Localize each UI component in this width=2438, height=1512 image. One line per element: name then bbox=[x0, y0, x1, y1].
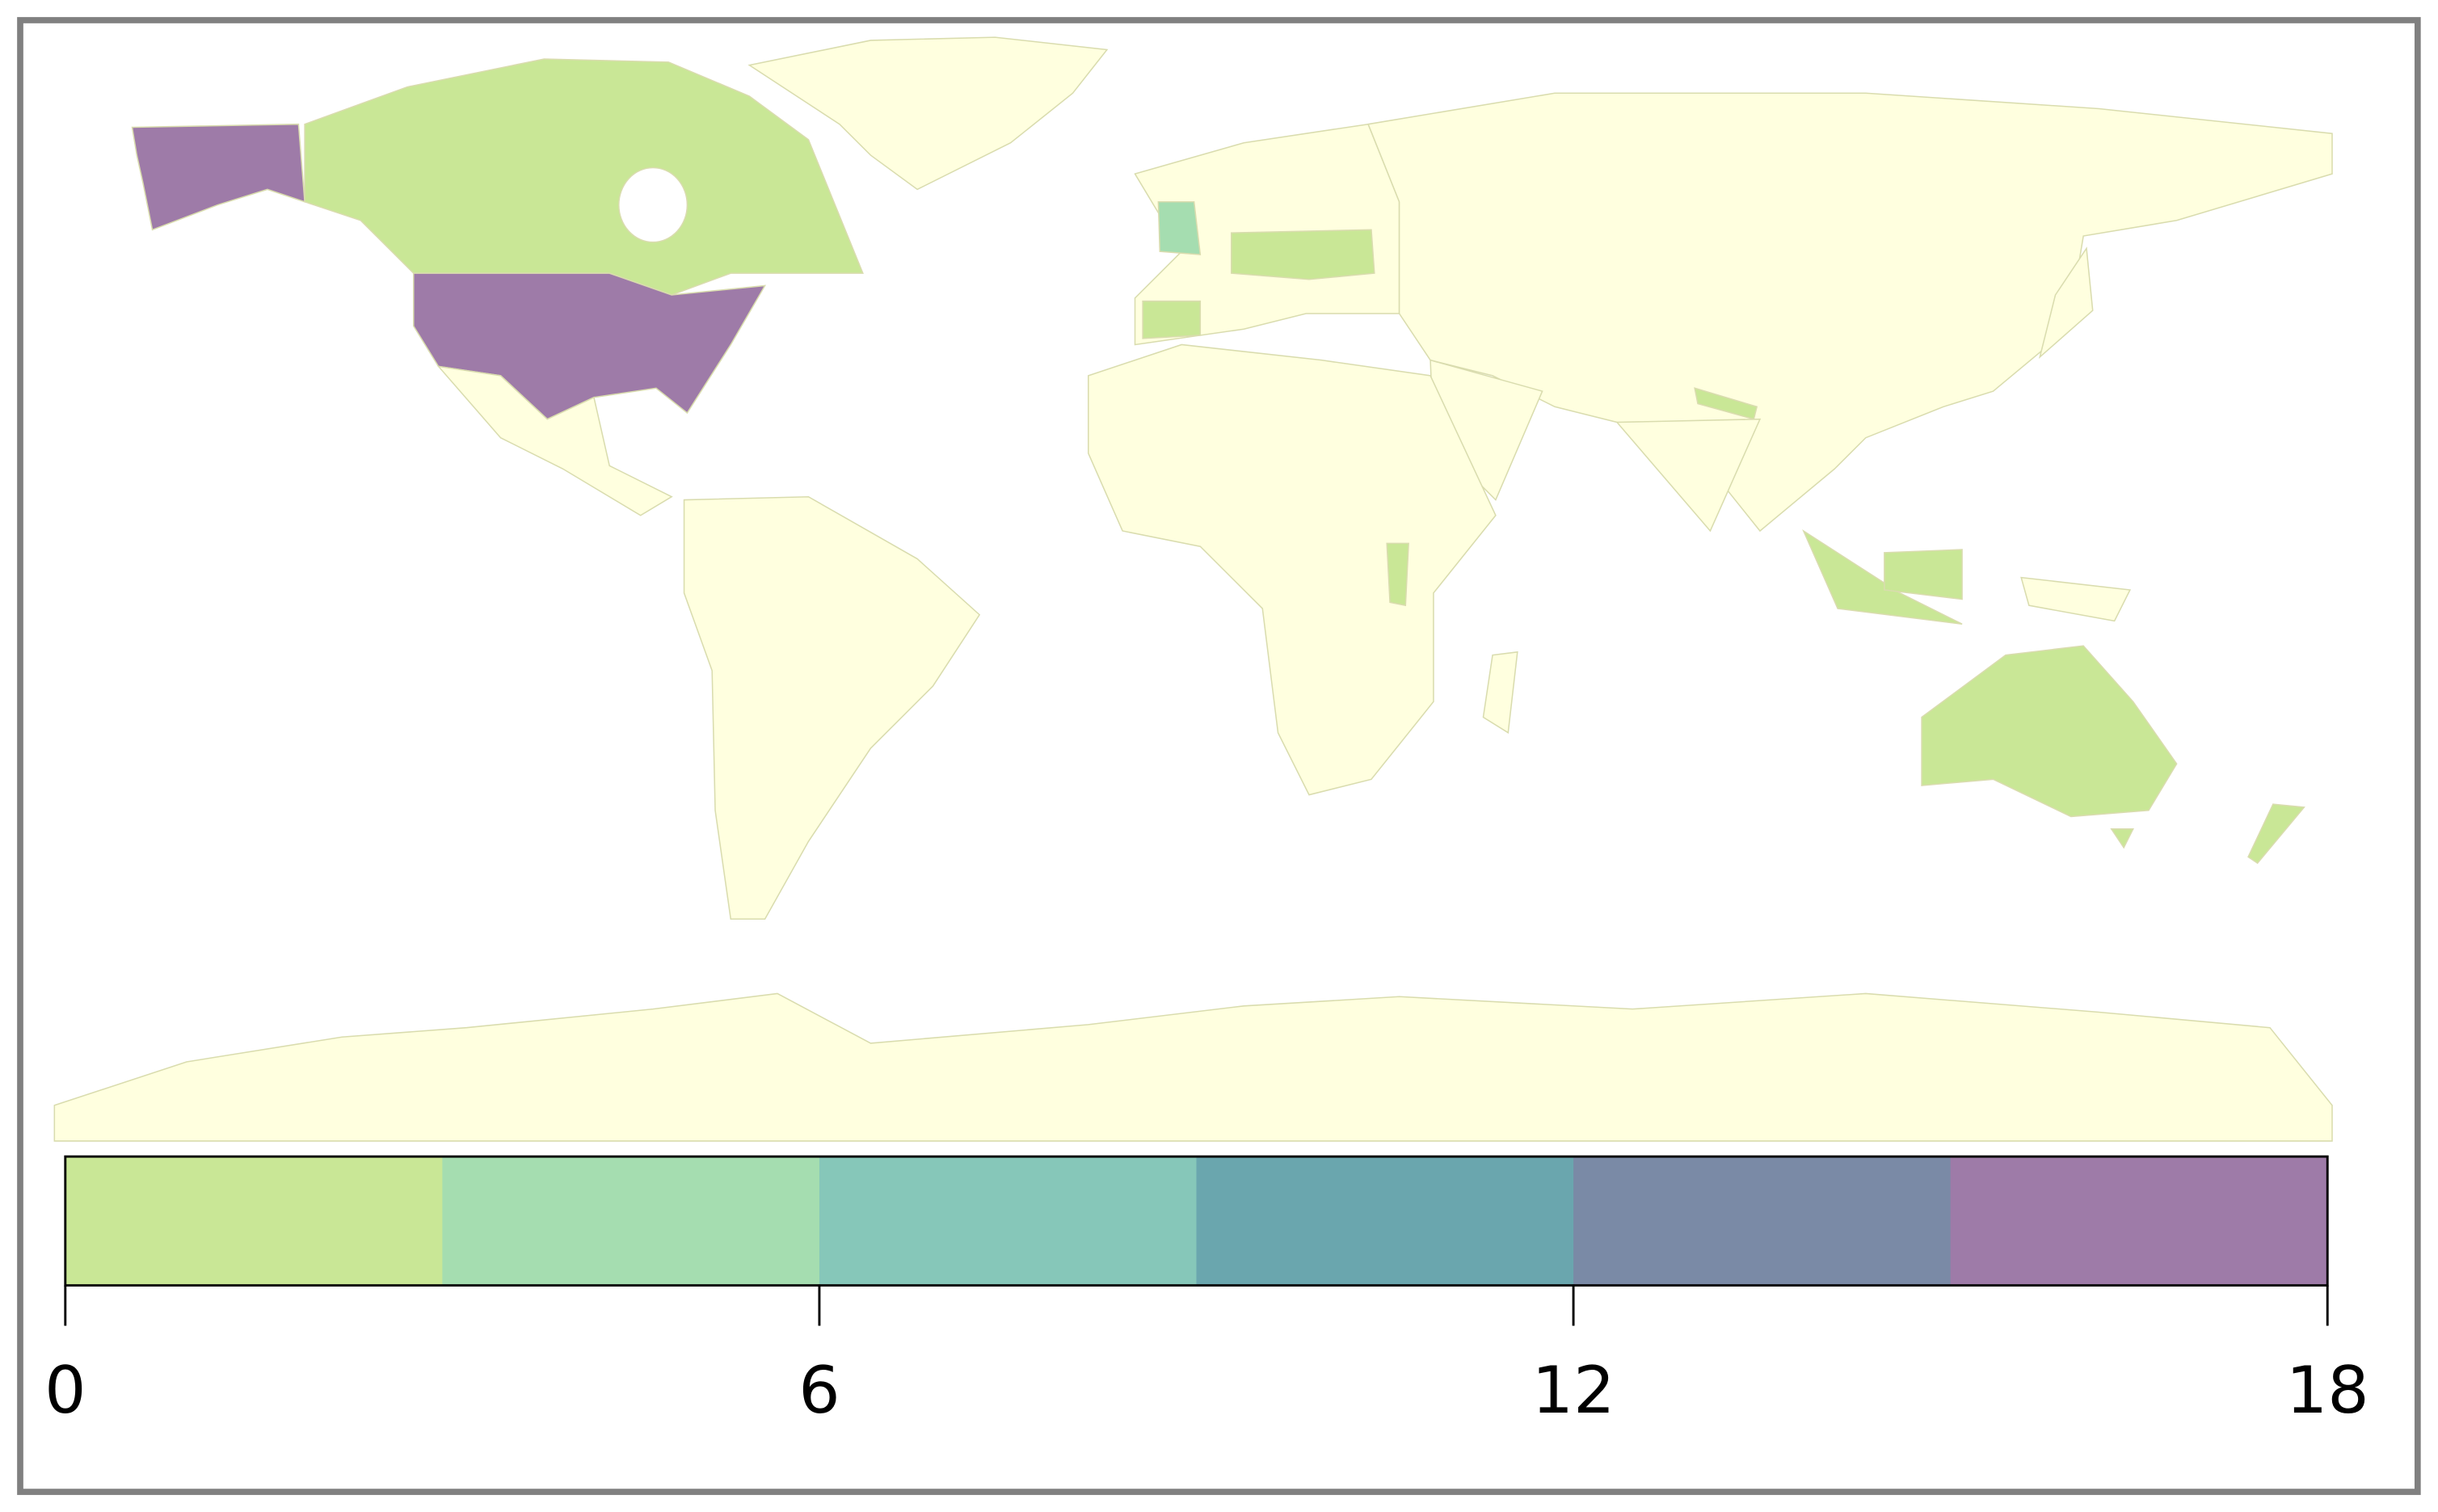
legend-swatch bbox=[442, 1156, 820, 1286]
central-america bbox=[436, 365, 673, 516]
uk bbox=[1157, 200, 1202, 255]
uganda bbox=[1386, 542, 1409, 607]
africa bbox=[1088, 343, 1497, 796]
sumatra bbox=[1802, 529, 1963, 625]
hudson-bay bbox=[617, 166, 688, 243]
legend-swatch bbox=[1196, 1156, 1575, 1286]
legend-tick-label: 12 bbox=[1532, 1353, 1615, 1429]
new-guinea bbox=[2020, 576, 2132, 622]
japan bbox=[2038, 246, 2094, 360]
legend-tick-label: 18 bbox=[2286, 1353, 2369, 1429]
legend: 0 6 12 18 bbox=[44, 1155, 2369, 1429]
south-america bbox=[683, 495, 981, 920]
new-zealand bbox=[2247, 803, 2305, 865]
legend-tick-label: 0 bbox=[44, 1353, 86, 1429]
greenland bbox=[747, 36, 1109, 191]
legend-tick-label: 6 bbox=[798, 1353, 840, 1429]
canada bbox=[304, 58, 864, 296]
australia bbox=[1921, 645, 2178, 818]
legend-border bbox=[64, 1155, 2329, 1287]
spain bbox=[1142, 300, 1202, 339]
tasmania bbox=[2110, 828, 2134, 849]
legend-swatch bbox=[1950, 1156, 2329, 1286]
legend-swatch bbox=[1573, 1156, 1952, 1286]
madagascar bbox=[1482, 651, 1518, 735]
legend-swatch bbox=[819, 1156, 1198, 1286]
india bbox=[1615, 418, 1762, 533]
legend-swatch bbox=[65, 1156, 444, 1286]
nepal bbox=[1694, 387, 1758, 420]
eastern-europe bbox=[1231, 229, 1375, 280]
indonesia bbox=[1884, 549, 1963, 600]
world-map bbox=[53, 36, 2333, 1142]
alaska bbox=[131, 123, 305, 231]
antarctica bbox=[53, 992, 2333, 1142]
asia bbox=[1367, 92, 2333, 533]
figure-group: 0 6 12 18 bbox=[17, 17, 2421, 1495]
